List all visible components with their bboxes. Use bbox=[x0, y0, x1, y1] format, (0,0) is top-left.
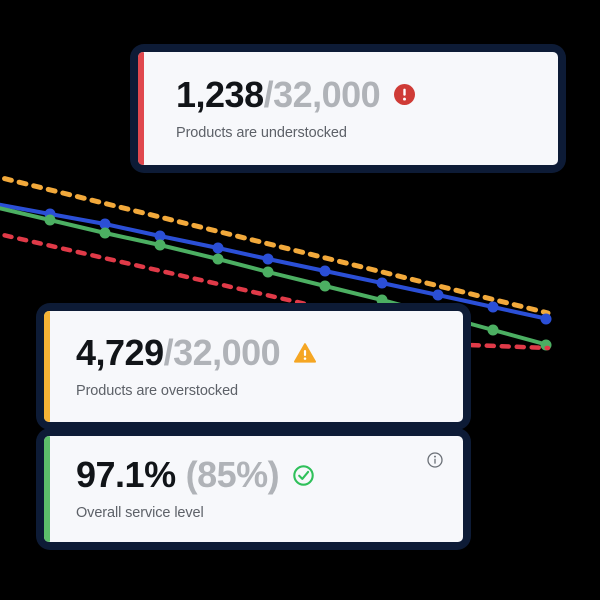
info-circle-icon[interactable] bbox=[427, 452, 443, 468]
kpi-card-overstocked[interactable]: 4,729 /32,000 Products are overstocked bbox=[36, 303, 471, 430]
kpi-card-understocked[interactable]: 1,238 /32,000 Products are understocked bbox=[130, 44, 566, 173]
kpi-value-row: 1,238 /32,000 bbox=[176, 73, 558, 115]
kpi-card-service-level[interactable]: 97.1% (85%) Overall service level bbox=[36, 428, 471, 550]
kpi-value-primary: 97.1% bbox=[76, 454, 176, 495]
kpi-value-row: 4,729 /32,000 bbox=[76, 331, 463, 373]
warning-triangle-icon bbox=[294, 342, 317, 363]
kpi-card-surface: 1,238 /32,000 Products are understocked bbox=[138, 52, 558, 165]
kpi-value-secondary: (85%) bbox=[185, 454, 280, 495]
chart-series-actual-blue bbox=[0, 202, 552, 325]
accent-bar-orange bbox=[44, 311, 50, 422]
kpi-label: Overall service level bbox=[76, 505, 204, 521]
kpi-label: Products are understocked bbox=[176, 124, 347, 141]
kpi-value-primary: 4,729 bbox=[76, 331, 164, 373]
kpi-content: 1,238 /32,000 Products are understocked bbox=[144, 52, 558, 165]
kpi-value-primary: 1,238 bbox=[176, 73, 264, 115]
kpi-content: 4,729 /32,000 Products are overstocked bbox=[50, 311, 463, 422]
accent-bar-red bbox=[138, 52, 144, 165]
kpi-card-surface: 97.1% (85%) Overall service level bbox=[44, 436, 463, 542]
kpi-value-row: 97.1% (85%) bbox=[76, 457, 463, 493]
error-circle-icon bbox=[394, 84, 416, 105]
kpi-label: Products are overstocked bbox=[76, 382, 239, 399]
kpi-value-secondary: /32,000 bbox=[163, 331, 281, 373]
check-circle-icon bbox=[293, 464, 314, 486]
accent-bar-green bbox=[44, 436, 50, 542]
kpi-card-surface: 4,729 /32,000 Products are overstocked bbox=[44, 311, 463, 422]
chart-series-forecast-upper bbox=[0, 174, 551, 316]
kpi-value-secondary: /32,000 bbox=[263, 73, 381, 115]
kpi-content: 97.1% (85%) Overall service level bbox=[50, 436, 463, 542]
